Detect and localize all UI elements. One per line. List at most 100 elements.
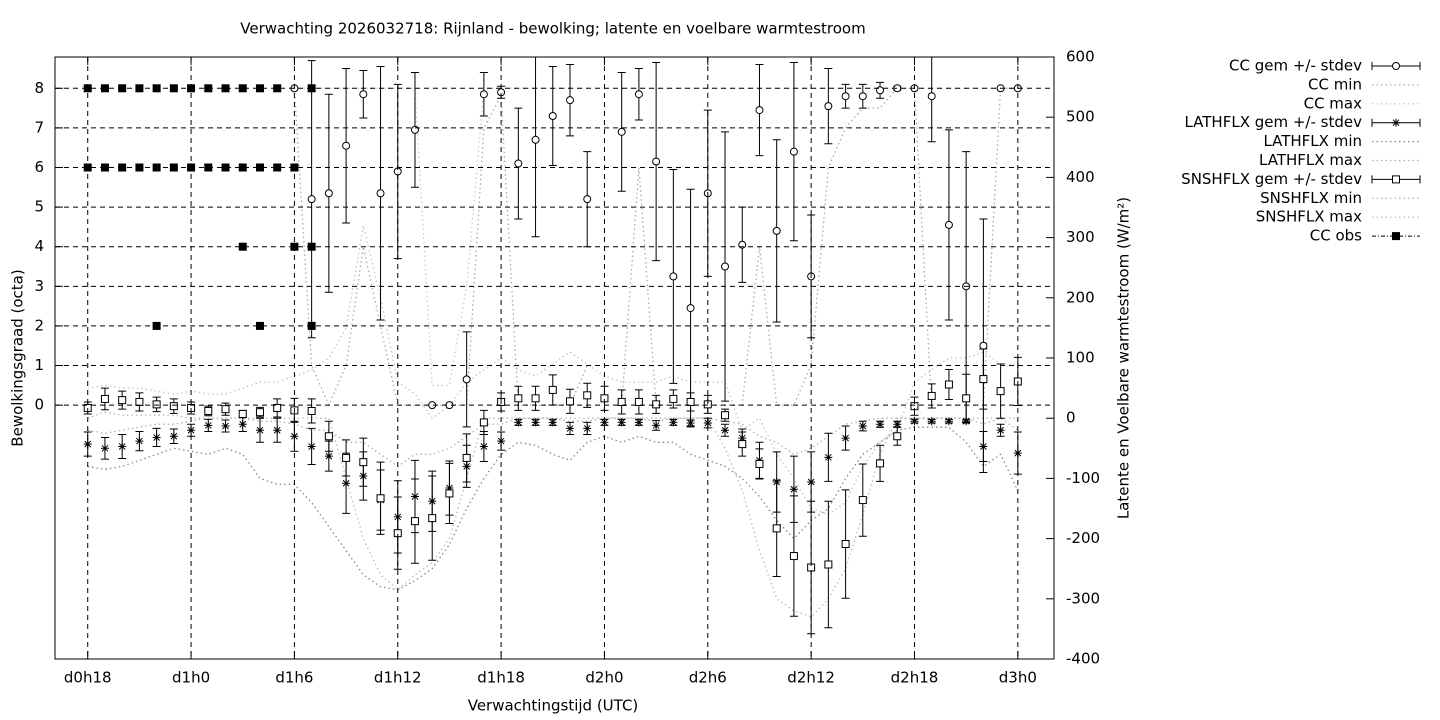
legend-label: SNSHFLX gem +/- stdev bbox=[1181, 170, 1362, 188]
range-line bbox=[87, 426, 1019, 591]
marker-star bbox=[255, 426, 264, 435]
marker-circle bbox=[531, 135, 540, 144]
x-tick-label: d2h12 bbox=[787, 669, 835, 687]
marker-circle bbox=[1392, 62, 1400, 70]
marker-circle bbox=[342, 141, 351, 150]
marker-square bbox=[669, 394, 678, 403]
marker-square bbox=[462, 453, 471, 462]
marker-star bbox=[927, 417, 936, 426]
marker-circle bbox=[548, 112, 557, 121]
marker-square bbox=[979, 375, 988, 384]
marker-circle bbox=[359, 90, 368, 99]
marker-star bbox=[824, 453, 833, 462]
marker-filled-square bbox=[255, 321, 264, 330]
marker-star bbox=[307, 442, 316, 451]
legend-label: CC min bbox=[1308, 75, 1362, 93]
marker-square bbox=[962, 394, 971, 403]
marker-star bbox=[858, 422, 867, 431]
marker-star bbox=[169, 432, 178, 441]
marker-star bbox=[703, 419, 712, 428]
y2-tick-label: 600 bbox=[1066, 48, 1095, 66]
legend-label: CC max bbox=[1304, 94, 1363, 112]
marker-square bbox=[738, 440, 747, 449]
marker-square bbox=[634, 397, 643, 406]
marker-star bbox=[514, 418, 523, 427]
marker-star bbox=[634, 418, 643, 427]
marker-circle bbox=[634, 90, 643, 99]
marker-square bbox=[410, 517, 419, 526]
y-tick-label: 7 bbox=[34, 118, 44, 136]
marker-star bbox=[135, 437, 144, 446]
marker-star bbox=[100, 444, 109, 453]
marker-star bbox=[876, 420, 885, 429]
marker-circle bbox=[514, 159, 523, 168]
marker-star bbox=[566, 424, 575, 433]
marker-star bbox=[600, 418, 609, 427]
marker-square bbox=[204, 406, 213, 415]
plot-area bbox=[83, 57, 1022, 635]
marker-filled-square bbox=[255, 84, 264, 93]
marker-square bbox=[841, 540, 850, 549]
marker-star bbox=[324, 452, 333, 461]
marker-square bbox=[273, 403, 282, 412]
legend-label: LATHFLX min bbox=[1263, 132, 1362, 150]
marker-filled-square bbox=[273, 163, 282, 172]
y2-tick-label: -200 bbox=[1066, 529, 1100, 547]
marker-square bbox=[789, 552, 798, 561]
marker-star bbox=[273, 426, 282, 435]
marker-filled-square bbox=[1392, 232, 1400, 241]
marker-square bbox=[566, 397, 575, 406]
marker-square bbox=[445, 489, 454, 498]
marker-filled-square bbox=[221, 163, 230, 172]
marker-star bbox=[617, 418, 626, 427]
y2-tick-label: 400 bbox=[1066, 168, 1095, 186]
marker-circle bbox=[617, 127, 626, 136]
y2-axis-label: Latente en Voelbare warmtestroom (W/m²) bbox=[1115, 197, 1133, 519]
x-tick-label: d1h18 bbox=[477, 669, 525, 687]
marker-circle bbox=[462, 375, 471, 384]
marker-square bbox=[307, 406, 316, 415]
marker-square bbox=[100, 394, 109, 403]
marker-star bbox=[583, 424, 592, 433]
marker-square bbox=[996, 387, 1005, 396]
marker-square bbox=[1392, 175, 1400, 184]
marker-filled-square bbox=[238, 242, 247, 251]
range-line bbox=[294, 87, 1018, 386]
y2-tick-label: 300 bbox=[1066, 228, 1095, 246]
marker-square bbox=[824, 560, 833, 569]
marker-star bbox=[221, 422, 230, 431]
marker-square bbox=[118, 396, 127, 405]
x-tick-label: d0h18 bbox=[64, 669, 112, 687]
marker-star bbox=[686, 419, 695, 428]
marker-circle bbox=[686, 304, 695, 313]
marker-star bbox=[652, 421, 661, 430]
marker-star bbox=[118, 442, 127, 451]
marker-circle bbox=[324, 189, 333, 198]
x-tick-label: d1h6 bbox=[275, 669, 313, 687]
marker-filled-square bbox=[255, 163, 264, 172]
legend-label: LATHFLX gem +/- stdev bbox=[1184, 113, 1362, 131]
y2-tick-label: -300 bbox=[1066, 589, 1100, 607]
x-tick-label: d2h18 bbox=[891, 669, 939, 687]
y-tick-label: 4 bbox=[34, 237, 44, 255]
y2-tick-label: 200 bbox=[1066, 288, 1095, 306]
marker-star bbox=[152, 433, 161, 442]
marker-filled-square bbox=[273, 84, 282, 93]
marker-circle bbox=[979, 341, 988, 350]
legend-label: CC obs bbox=[1310, 227, 1362, 245]
legend-label: SNSHFLX min bbox=[1260, 189, 1362, 207]
y-tick-label: 1 bbox=[34, 356, 44, 374]
marker-square bbox=[359, 458, 368, 467]
marker-circle bbox=[721, 262, 730, 271]
y2-tick-label: -400 bbox=[1066, 650, 1100, 668]
marker-square bbox=[652, 400, 661, 409]
marker-star bbox=[789, 485, 798, 494]
x-tick-label: d1h12 bbox=[374, 669, 422, 687]
marker-star bbox=[996, 426, 1005, 435]
marker-circle bbox=[944, 220, 953, 229]
marker-circle bbox=[755, 106, 764, 115]
marker-circle bbox=[841, 92, 850, 101]
marker-filled-square bbox=[238, 84, 247, 93]
